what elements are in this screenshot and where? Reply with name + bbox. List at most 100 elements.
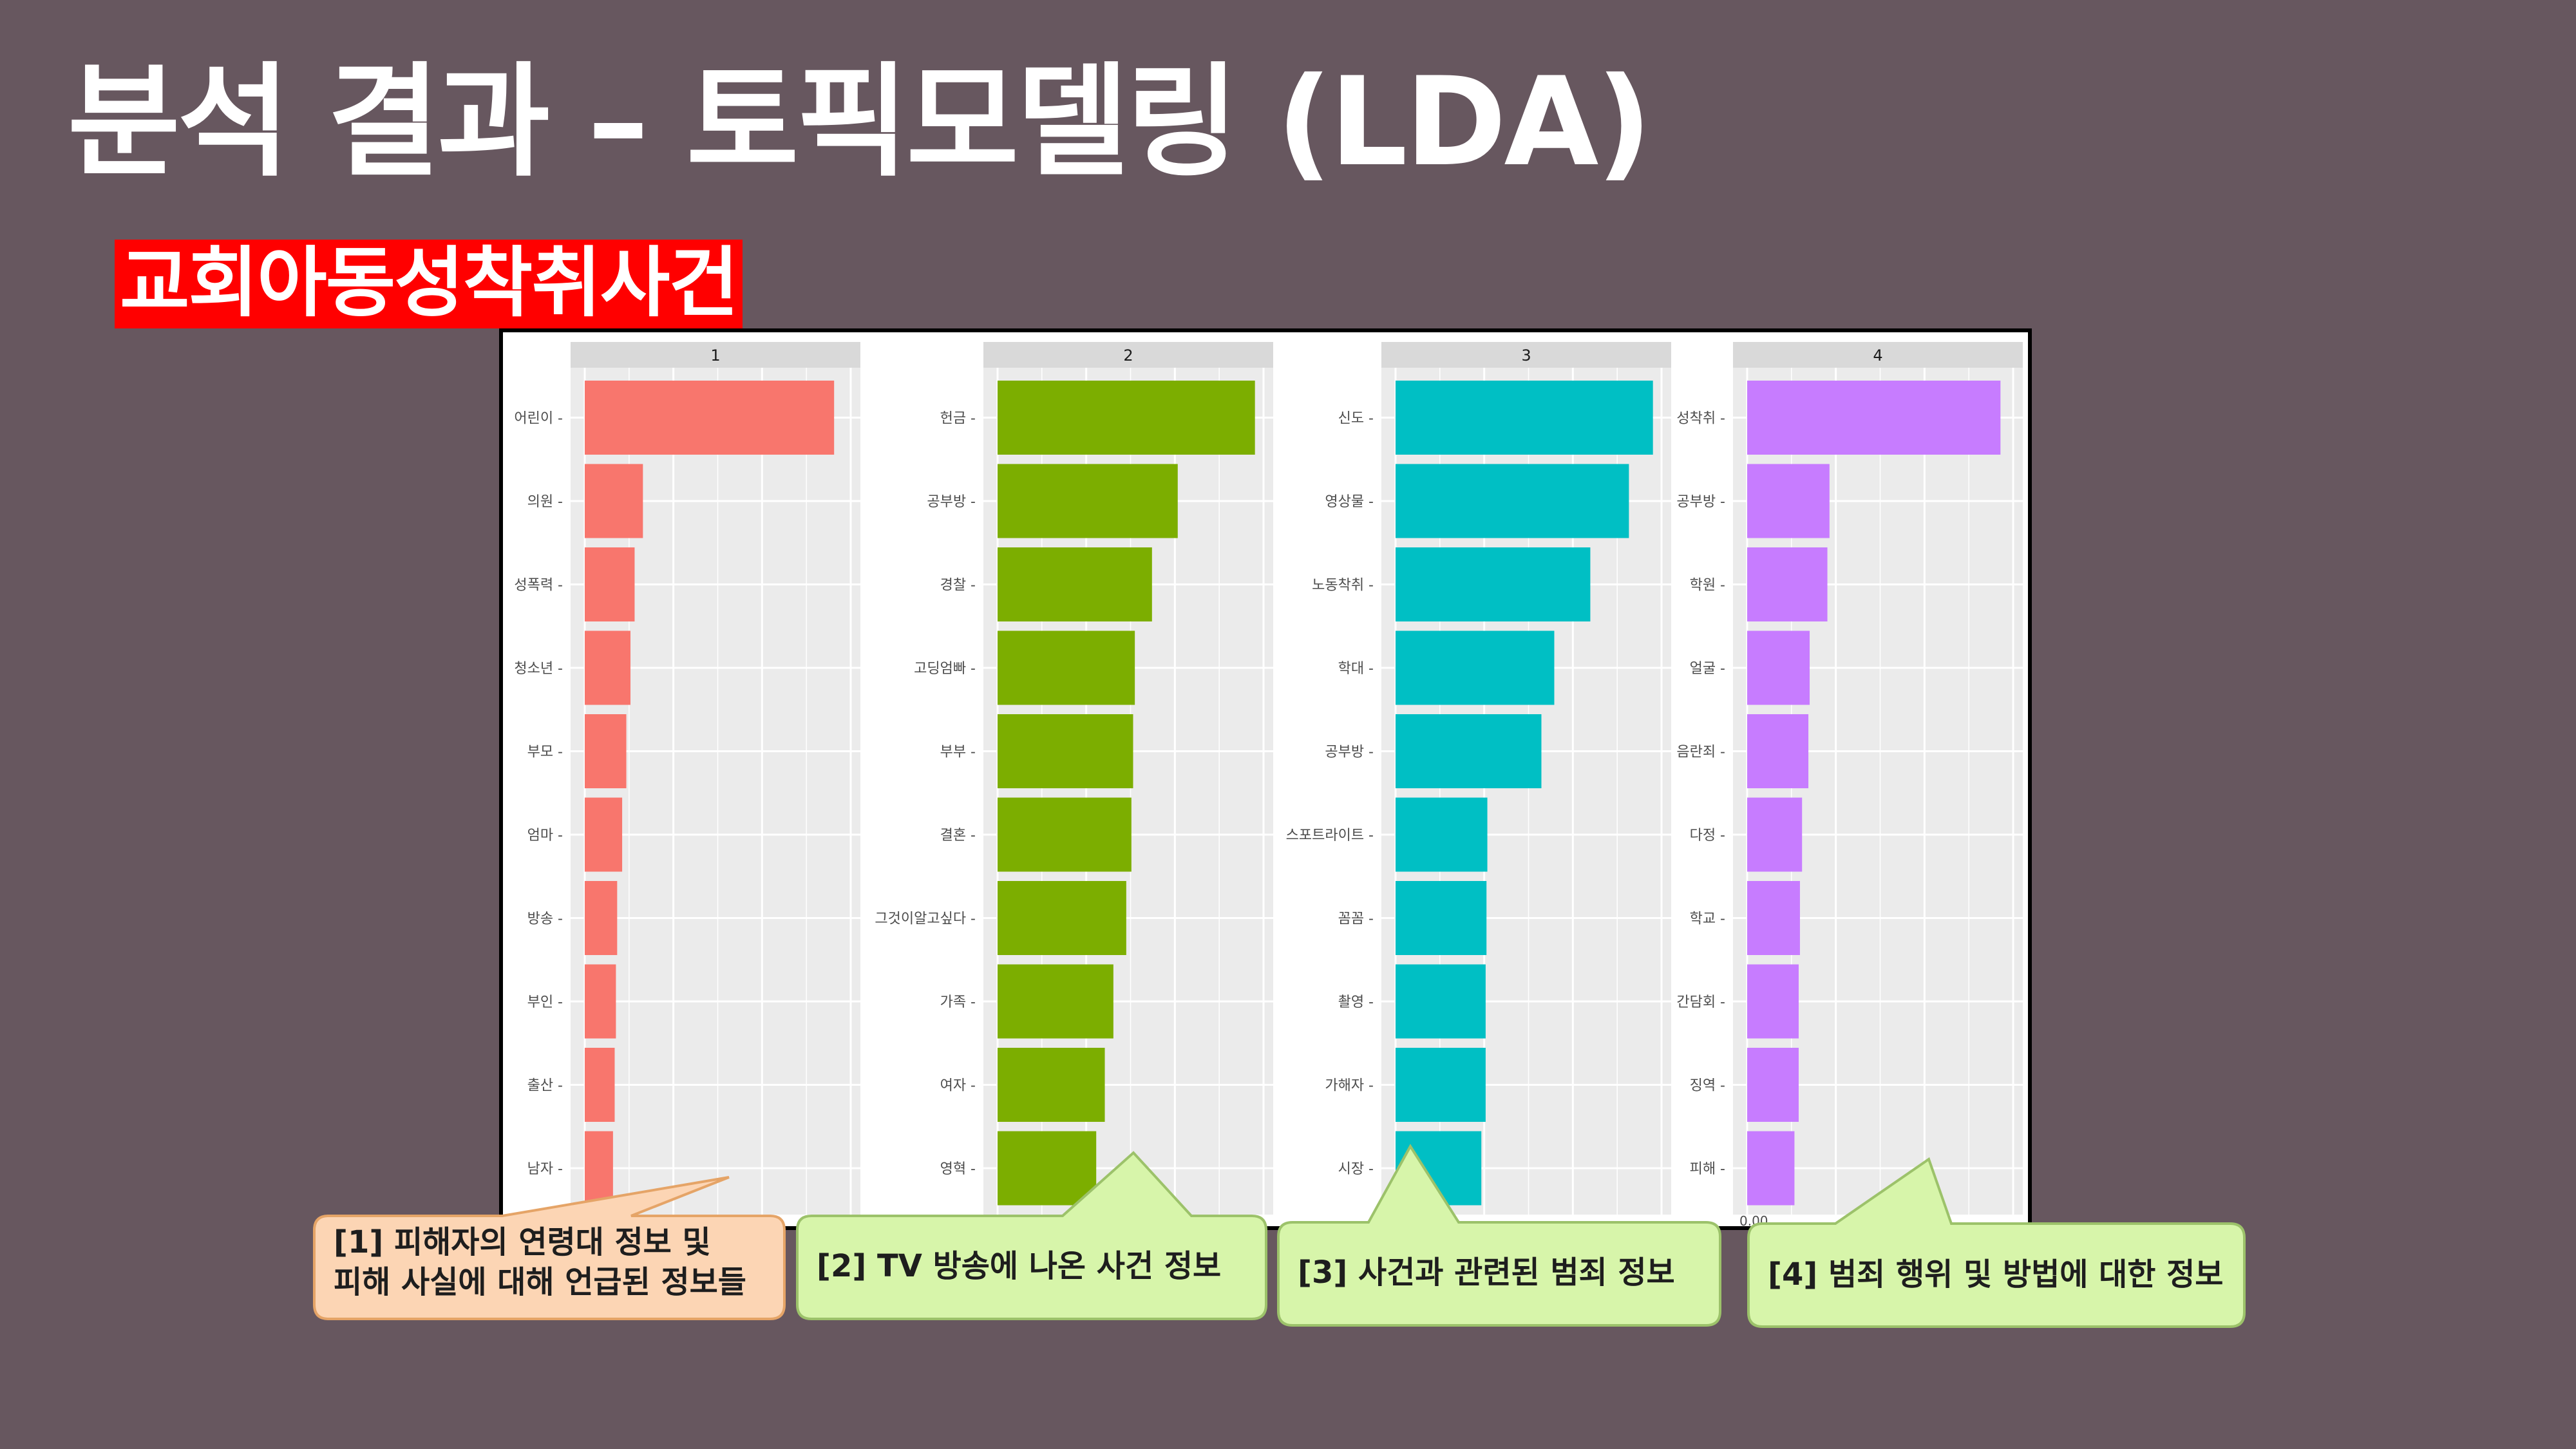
bar-영혁	[998, 1131, 1097, 1206]
bar-결혼	[998, 797, 1132, 872]
term-label: 방송 -	[527, 911, 563, 927]
bar-방송	[585, 881, 618, 955]
term-label: 부부 -	[940, 744, 976, 761]
bar-공부방	[998, 464, 1178, 538]
facet-strip-label: 3	[1521, 346, 1531, 365]
facet-4: 4 성착취 - 공부방 - 학원 - 얼굴 - 음란죄 - 다정 - 학교 - 간담회 - 징역 …	[1676, 342, 2023, 1226]
term-label: 피해 -	[1690, 1161, 1725, 1177]
term-label: 신도 -	[1338, 411, 1374, 427]
callout-line: [1] 피해자의 연령대 정보 및	[334, 1224, 711, 1260]
bar-학대	[1396, 630, 1555, 705]
bar-간담회	[1747, 964, 1799, 1039]
bar-학교	[1747, 881, 1800, 955]
bar-학원	[1747, 547, 1828, 621]
bar-고딩엄빠	[998, 630, 1135, 705]
facet-strip-label: 2	[1123, 346, 1133, 365]
bar-공부방	[1747, 464, 1830, 538]
bar-성폭력	[585, 547, 635, 621]
term-label: 학원 -	[1690, 578, 1725, 594]
facet-strip-label: 4	[1873, 346, 1882, 365]
term-label: 영혁 -	[940, 1161, 976, 1177]
term-label: 가해자 -	[1325, 1078, 1374, 1094]
bar-얼굴	[1747, 630, 1810, 705]
bar-성착취	[1747, 381, 2001, 455]
term-label: 학교 -	[1690, 911, 1725, 927]
term-label: 음란죄 -	[1676, 744, 1725, 761]
term-label: 간담회 -	[1676, 994, 1725, 1010]
faceted-bar-chart: 1 어린이 - 의원 - 성폭력 - 청소년 - 부모 - 엄마 - 방송 - 부인 - 출산 -…	[514, 342, 2023, 1226]
term-label: 공부방 -	[1325, 744, 1374, 761]
facet-2: 2 헌금 - 공부방 - 경찰 - 고딩엄빠 - 부부 - 결혼 - 그것이알고싶다 - 가족 …	[875, 342, 1273, 1215]
term-label: 징역 -	[1690, 1078, 1725, 1094]
bar-경찰	[998, 547, 1152, 621]
term-label: 부모 -	[527, 744, 563, 761]
term-label: 헌금 -	[940, 411, 976, 427]
term-label: 엄마 -	[527, 828, 563, 844]
bar-꼼꼼	[1396, 881, 1487, 955]
bar-청소년	[585, 630, 630, 705]
term-label: 촬영 -	[1338, 994, 1374, 1010]
term-label: 성폭력 -	[514, 578, 563, 594]
term-label: 꼼꼼 -	[1338, 911, 1374, 927]
bar-어린이	[585, 381, 835, 455]
bar-노동착취	[1396, 547, 1591, 621]
lda-topic-chart: 1 어린이 - 의원 - 성폭력 - 청소년 - 부모 - 엄마 - 방송 - 부인 - 출산 -…	[499, 328, 2032, 1230]
callout-text-3: [3] 사건과 관련된 범죄 정보	[1298, 1253, 1675, 1293]
bar-촬영	[1396, 964, 1486, 1039]
term-label: 청소년 -	[514, 661, 563, 677]
term-label: 여자 -	[940, 1078, 976, 1094]
term-label: 부인 -	[527, 994, 563, 1010]
term-label: 얼굴 -	[1690, 661, 1725, 677]
bar-다정	[1747, 797, 1803, 872]
term-label: 고딩엄빠 -	[914, 661, 976, 677]
bar-부인	[585, 964, 616, 1039]
term-label: 어린이 -	[514, 411, 563, 427]
callout-line: [3] 사건과 관련된 범죄 정보	[1298, 1255, 1675, 1291]
facet-strip-label: 1	[710, 346, 720, 365]
term-label: 공부방 -	[927, 494, 976, 510]
callout-line: 피해 사실에 대해 언급된 정보들	[334, 1264, 746, 1300]
bar-의원	[585, 464, 643, 538]
bar-남자	[585, 1131, 613, 1206]
facet-1: 1 어린이 - 의원 - 성폭력 - 청소년 - 부모 - 엄마 - 방송 - 부인 - 출산 -…	[514, 342, 860, 1215]
term-label: 공부방 -	[1676, 494, 1725, 510]
callout-text-2: [2] TV 방송에 나온 사건 정보	[817, 1246, 1221, 1286]
term-label: 다정 -	[1690, 828, 1725, 844]
x-tick-label: 0.00	[1739, 1213, 1768, 1226]
bar-스포트라이트	[1396, 797, 1488, 872]
facet-strip	[1381, 342, 1671, 368]
callout-line: [4] 범죄 행위 및 방법에 대한 정보	[1768, 1256, 2224, 1293]
bar-공부방	[1396, 714, 1542, 788]
callout-text-4: [4] 범죄 행위 및 방법에 대한 정보	[1768, 1255, 2223, 1294]
bar-가해자	[1396, 1048, 1486, 1122]
bar-피해	[1747, 1131, 1795, 1206]
facet-3: 3 신도 - 영상물 - 노동착취 - 학대 - 공부방 - 스포트라이트 - 꼼꼼 - 촬영 …	[1286, 342, 1671, 1215]
bar-그것이알고싶다	[998, 881, 1126, 955]
callout-line: [2] TV 방송에 나온 사건 정보	[817, 1248, 1222, 1284]
term-label: 성착취 -	[1676, 411, 1725, 427]
term-label: 영상물 -	[1325, 494, 1374, 510]
term-label: 경찰 -	[940, 578, 976, 594]
slide-title: 분석 결과 – 토픽모델링 (LDA)	[68, 51, 1652, 193]
facet-strip	[571, 342, 860, 368]
bar-음란죄	[1747, 714, 1809, 788]
facet-strip	[1733, 342, 2023, 368]
term-label: 결혼 -	[940, 828, 976, 844]
bar-가족	[998, 964, 1113, 1039]
term-label: 시장 -	[1338, 1161, 1374, 1177]
term-label: 학대 -	[1338, 661, 1374, 677]
bar-신도	[1396, 381, 1653, 455]
term-label: 가족 -	[940, 994, 976, 1010]
bar-부부	[998, 714, 1133, 788]
term-label: 노동착취 -	[1312, 578, 1374, 594]
bar-헌금	[998, 381, 1255, 455]
term-label: 그것이알고싶다 -	[875, 911, 976, 927]
bar-시장	[1396, 1131, 1482, 1206]
bar-징역	[1747, 1048, 1799, 1122]
term-label: 출산 -	[527, 1078, 563, 1094]
bar-여자	[998, 1048, 1105, 1122]
term-label: 의원 -	[527, 494, 563, 510]
term-label: 남자 -	[527, 1161, 563, 1177]
slide-subtitle: 교회아동성착취사건	[115, 240, 743, 328]
